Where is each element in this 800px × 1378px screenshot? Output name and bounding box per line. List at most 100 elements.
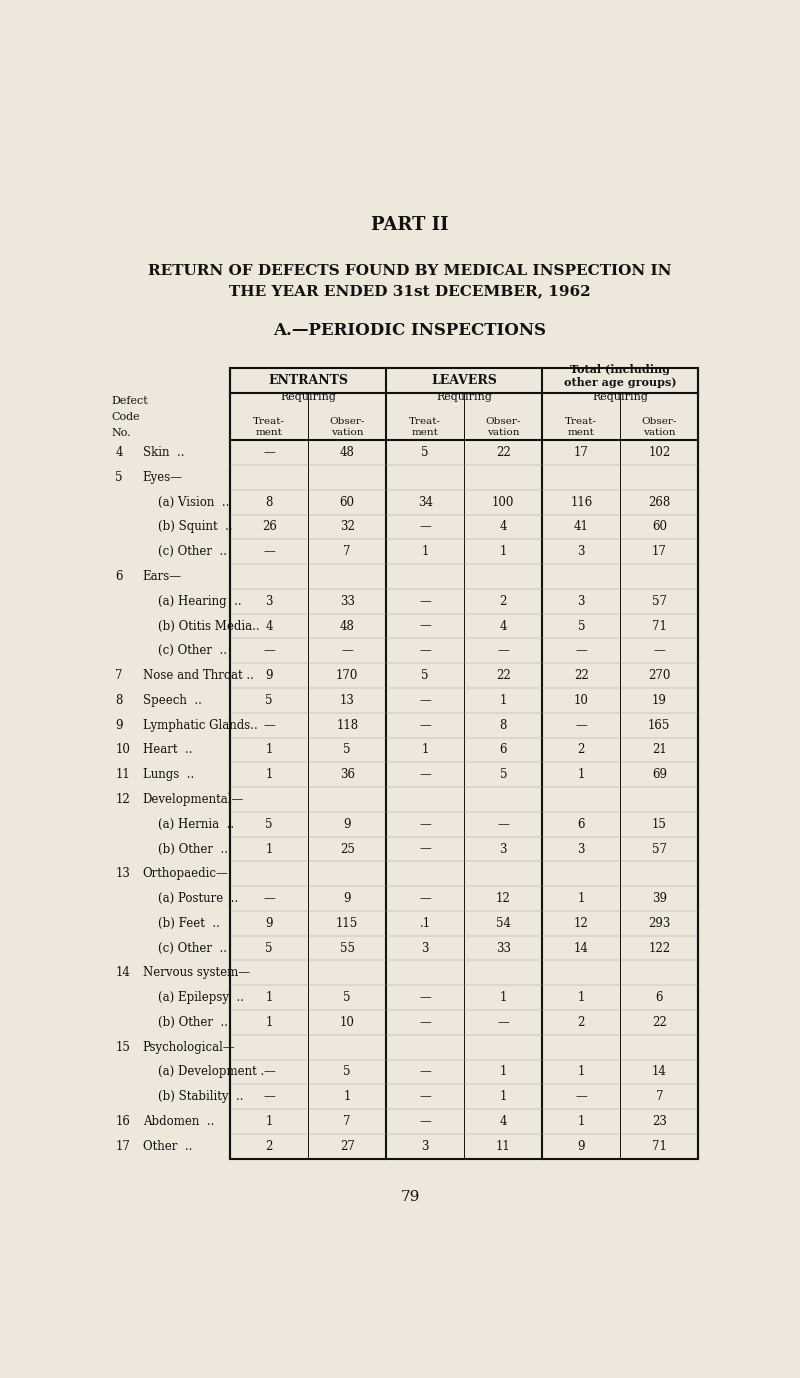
- Text: —: —: [419, 695, 431, 707]
- Text: —: —: [419, 645, 431, 657]
- Text: 115: 115: [336, 916, 358, 930]
- Text: THE YEAR ENDED 31st DECEMBER, 1962: THE YEAR ENDED 31st DECEMBER, 1962: [229, 284, 591, 298]
- Text: 7: 7: [343, 1115, 351, 1129]
- Text: 25: 25: [340, 842, 354, 856]
- Text: PART II: PART II: [371, 216, 449, 234]
- Text: A.—PERIODIC INSPECTIONS: A.—PERIODIC INSPECTIONS: [274, 322, 546, 339]
- Text: Heart  ..: Heart ..: [142, 743, 192, 757]
- Text: 1: 1: [499, 695, 507, 707]
- Text: 9: 9: [578, 1140, 585, 1153]
- Text: 5: 5: [115, 471, 123, 484]
- Text: Requiring: Requiring: [280, 393, 336, 402]
- Text: 1: 1: [578, 1115, 585, 1129]
- Text: 4: 4: [499, 620, 507, 633]
- Text: 22: 22: [574, 670, 589, 682]
- Text: —: —: [498, 645, 509, 657]
- Text: 7: 7: [343, 546, 351, 558]
- Text: 2: 2: [578, 743, 585, 757]
- Text: 19: 19: [652, 695, 666, 707]
- Text: 5: 5: [343, 743, 351, 757]
- Text: 9: 9: [343, 817, 351, 831]
- Text: Code: Code: [112, 412, 140, 422]
- Text: 11: 11: [496, 1140, 510, 1153]
- Text: 71: 71: [652, 620, 666, 633]
- Text: 5: 5: [343, 991, 351, 1005]
- Text: Abdomen  ..: Abdomen ..: [142, 1115, 214, 1129]
- Text: —: —: [419, 817, 431, 831]
- Text: 4: 4: [499, 1115, 507, 1129]
- Text: 13: 13: [115, 867, 130, 881]
- Text: 60: 60: [652, 521, 666, 533]
- Text: 1: 1: [578, 768, 585, 781]
- Text: Developmental—: Developmental—: [142, 792, 244, 806]
- Text: 4: 4: [115, 446, 123, 459]
- Text: 1: 1: [422, 743, 429, 757]
- Text: 14: 14: [652, 1065, 666, 1079]
- Text: Speech  ..: Speech ..: [142, 695, 202, 707]
- Text: 48: 48: [340, 446, 354, 459]
- Text: 8: 8: [266, 496, 273, 508]
- Text: 16: 16: [115, 1115, 130, 1129]
- Text: 3: 3: [578, 842, 585, 856]
- Text: 34: 34: [418, 496, 433, 508]
- Text: Obser-
vation: Obser- vation: [486, 418, 521, 437]
- Text: 2: 2: [266, 1140, 273, 1153]
- Text: —: —: [419, 620, 431, 633]
- Text: 10: 10: [574, 695, 589, 707]
- Text: —: —: [419, 1065, 431, 1079]
- Text: —: —: [419, 991, 431, 1005]
- Text: 22: 22: [496, 446, 510, 459]
- Text: —: —: [419, 768, 431, 781]
- Text: 3: 3: [266, 595, 273, 608]
- Text: 6: 6: [499, 743, 507, 757]
- Text: (a) Epilepsy  ..: (a) Epilepsy ..: [158, 991, 244, 1005]
- Text: 6: 6: [655, 991, 663, 1005]
- Text: 3: 3: [422, 1140, 429, 1153]
- Text: —: —: [342, 645, 353, 657]
- Text: 9: 9: [266, 670, 273, 682]
- Text: 12: 12: [574, 916, 589, 930]
- Text: 1: 1: [499, 546, 507, 558]
- Text: 11: 11: [115, 768, 130, 781]
- Text: (b) Stability  ..: (b) Stability ..: [158, 1090, 244, 1104]
- Text: 8: 8: [499, 719, 507, 732]
- Text: 79: 79: [400, 1191, 420, 1204]
- Text: 170: 170: [336, 670, 358, 682]
- Text: —: —: [419, 595, 431, 608]
- Text: 22: 22: [652, 1016, 666, 1029]
- Text: 1: 1: [266, 1115, 273, 1129]
- Text: 1: 1: [578, 991, 585, 1005]
- Text: 5: 5: [266, 817, 273, 831]
- Text: Nervous system—: Nervous system—: [142, 966, 250, 980]
- Text: (a) Hernia  ..: (a) Hernia ..: [158, 817, 234, 831]
- Text: 57: 57: [652, 595, 666, 608]
- Text: 5: 5: [266, 941, 273, 955]
- Text: —: —: [498, 817, 509, 831]
- Text: (c) Other  ..: (c) Other ..: [158, 546, 227, 558]
- Text: 39: 39: [652, 892, 666, 905]
- Text: 5: 5: [578, 620, 585, 633]
- Text: 27: 27: [340, 1140, 354, 1153]
- Text: 122: 122: [648, 941, 670, 955]
- Text: 12: 12: [496, 892, 510, 905]
- Text: 1: 1: [422, 546, 429, 558]
- Text: —: —: [575, 645, 587, 657]
- Text: 8: 8: [115, 695, 123, 707]
- Text: 5: 5: [266, 695, 273, 707]
- Text: 10: 10: [340, 1016, 354, 1029]
- Text: 33: 33: [496, 941, 510, 955]
- Text: 6: 6: [578, 817, 585, 831]
- Text: 22: 22: [496, 670, 510, 682]
- Text: (c) Other  ..: (c) Other ..: [158, 941, 227, 955]
- Text: 5: 5: [422, 670, 429, 682]
- Text: (c) Other  ..: (c) Other ..: [158, 645, 227, 657]
- Text: 2: 2: [578, 1016, 585, 1029]
- Text: 270: 270: [648, 670, 670, 682]
- Text: 4: 4: [499, 521, 507, 533]
- Text: (a) Vision  ..: (a) Vision ..: [158, 496, 230, 508]
- Text: LEAVERS: LEAVERS: [431, 373, 497, 387]
- Text: .1: .1: [420, 916, 431, 930]
- Text: 9: 9: [266, 916, 273, 930]
- Text: 3: 3: [422, 941, 429, 955]
- Text: Nose and Throat ..: Nose and Throat ..: [142, 670, 254, 682]
